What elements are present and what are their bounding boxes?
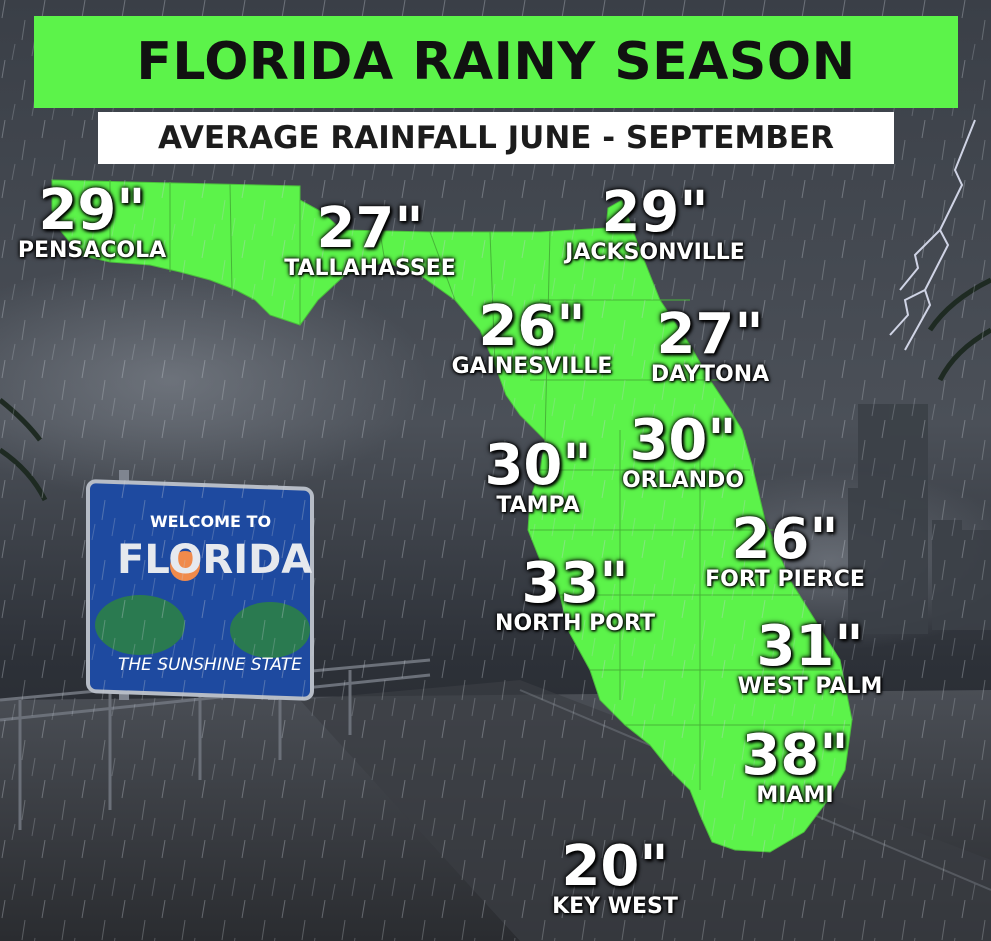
city-label-tallahassee: 27" TALLAHASSEE xyxy=(284,200,456,282)
city-name: KEY WEST xyxy=(552,894,678,919)
city-name: GAINESVILLE xyxy=(451,354,613,379)
rainfall-value: 27" xyxy=(656,302,764,367)
city-label-tampa: 30" TAMPA xyxy=(484,437,591,519)
city-label-north-port: 33" NORTH PORT xyxy=(495,555,655,637)
rainfall-value: 20" xyxy=(561,834,669,899)
rainfall-value: 30" xyxy=(629,408,737,473)
page-subtitle: AVERAGE RAINFALL JUNE - SEPTEMBER xyxy=(158,120,834,156)
city-name: TALLAHASSEE xyxy=(284,256,456,281)
subtitle-banner: AVERAGE RAINFALL JUNE - SEPTEMBER xyxy=(98,112,894,164)
city-label-pensacola: 29" PENSACOLA xyxy=(18,182,166,264)
sign-line-2: FLORIDA xyxy=(117,537,313,583)
rainfall-value: 26" xyxy=(478,294,586,359)
city-label-gainesville: 26" GAINESVILLE xyxy=(452,298,613,380)
sign-line-3: THE SUNSHINE STATE xyxy=(118,655,302,675)
rainfall-value: 29" xyxy=(38,178,146,243)
city-label-fort-pierce: 26" FORT PIERCE xyxy=(705,511,865,593)
rainfall-value: 38" xyxy=(741,723,849,788)
city-name: ORLANDO xyxy=(621,468,745,493)
city-name: MIAMI xyxy=(756,783,834,808)
rainfall-value: 27" xyxy=(316,196,424,261)
city-name: TAMPA xyxy=(496,493,580,518)
rainfall-value: 31" xyxy=(756,614,864,679)
city-label-key-west: 20" KEY WEST xyxy=(552,838,678,920)
rainfall-value: 30" xyxy=(484,433,592,498)
city-name: PENSACOLA xyxy=(17,238,167,263)
city-label-orlando: 30" ORLANDO xyxy=(622,412,744,494)
city-label-miami: 38" MIAMI xyxy=(741,727,848,809)
page-title: FLORIDA RAINY SEASON xyxy=(136,32,856,92)
rainfall-value: 26" xyxy=(731,507,839,572)
title-banner: FLORIDA RAINY SEASON xyxy=(34,16,958,108)
city-label-daytona: 27" DAYTONA xyxy=(651,306,769,388)
city-name: DAYTONA xyxy=(650,362,770,387)
city-name: NORTH PORT xyxy=(495,611,655,636)
sign-line-1: WELCOME TO xyxy=(150,512,272,531)
rainfall-value: 29" xyxy=(601,180,709,245)
city-name: JACKSONVILLE xyxy=(565,240,745,265)
city-label-west-palm: 31" WEST PALM xyxy=(738,618,883,700)
city-label-jacksonville: 29" JACKSONVILLE xyxy=(565,184,745,266)
rainfall-value: 33" xyxy=(521,551,629,616)
city-name: WEST PALM xyxy=(737,674,883,699)
city-name: FORT PIERCE xyxy=(705,567,865,592)
